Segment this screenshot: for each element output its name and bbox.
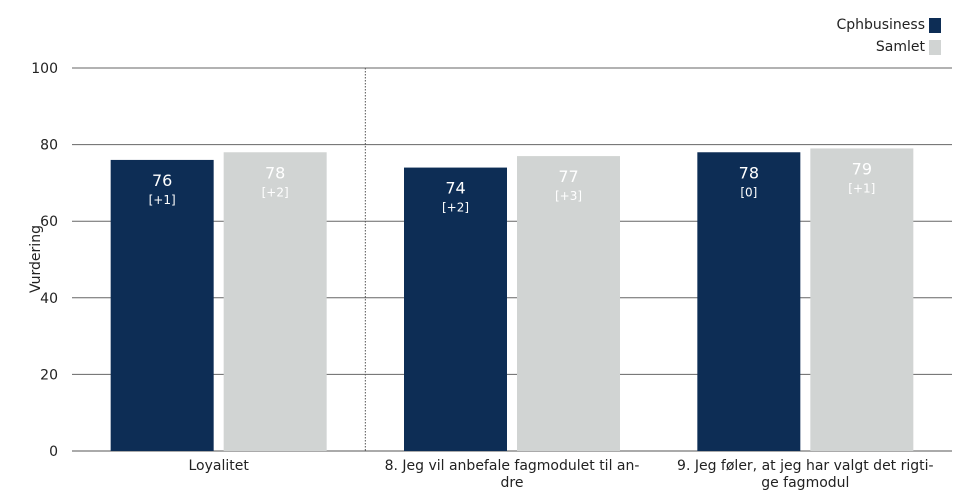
- x-tick-label-line: dre: [500, 475, 524, 491]
- bar-change-label: [+1]: [149, 193, 176, 207]
- bar-value-label: 79: [852, 159, 872, 178]
- y-tick-label: 100: [31, 61, 58, 77]
- bar-change-label: [+2]: [442, 201, 469, 215]
- bar-change-label: [+2]: [262, 185, 289, 199]
- legend-swatch-cphbusiness: [929, 17, 941, 33]
- x-tick-label-line: 9. Jeg føler, at jeg har valgt det rigti…: [677, 458, 934, 474]
- x-tick-label-line: 8. Jeg vil anbefale fagmodulet til an-: [384, 458, 640, 474]
- bar-cphbusiness-1: [404, 167, 507, 451]
- legend-label-samlet: Samlet: [875, 39, 925, 55]
- y-axis-ticks: 0 20 40 60 80 100: [31, 61, 58, 460]
- legend-item-cphbusiness: Cphbusiness: [836, 14, 941, 36]
- bar-labels: 76 [+1] 78 [+2] 74 [+2] 77 [+3] 78 [0] 79 [+1]: [149, 159, 876, 214]
- bar-value-label: 76: [152, 171, 172, 190]
- bar-change-label: [0]: [740, 185, 757, 199]
- bar-value-label: 74: [445, 179, 465, 198]
- y-tick-label: 20: [40, 367, 58, 383]
- x-tick-label: 9. Jeg føler, at jeg har valgt det rigti…: [665, 458, 945, 492]
- bar-samlet-1: [517, 156, 620, 451]
- bar-change-label: [+3]: [555, 189, 582, 203]
- legend-item-samlet: Samlet: [836, 36, 941, 58]
- y-axis-label: Vurdering: [27, 225, 44, 293]
- y-tick-label: 40: [40, 291, 58, 307]
- x-tick-label: 8. Jeg vil anbefale fagmodulet til an-dr…: [372, 458, 652, 492]
- bar-samlet-2: [810, 148, 914, 451]
- bar-value-label: 78: [739, 163, 759, 182]
- bar-change-label: [+1]: [848, 181, 875, 195]
- legend-label-cphbusiness: Cphbusiness: [836, 17, 925, 33]
- bar-samlet-0: [223, 152, 327, 451]
- legend: Cphbusiness Samlet: [836, 14, 941, 58]
- gridlines: [72, 67, 952, 452]
- bar-cphbusiness-2: [697, 152, 801, 451]
- bar-value-label: 77: [558, 167, 578, 186]
- x-tick-label: Loyalitet: [79, 458, 359, 475]
- bar-cphbusiness-0: [110, 159, 214, 452]
- legend-swatch-samlet: [929, 39, 941, 55]
- y-tick-label: 0: [49, 444, 58, 460]
- bars: [110, 148, 914, 452]
- x-tick-label-line: Loyalitet: [188, 458, 249, 474]
- x-tick-label-line: ge fagmodul: [761, 475, 850, 491]
- bar-value-label: 78: [265, 163, 285, 182]
- y-tick-label: 80: [40, 138, 58, 154]
- y-tick-label: 60: [40, 214, 58, 230]
